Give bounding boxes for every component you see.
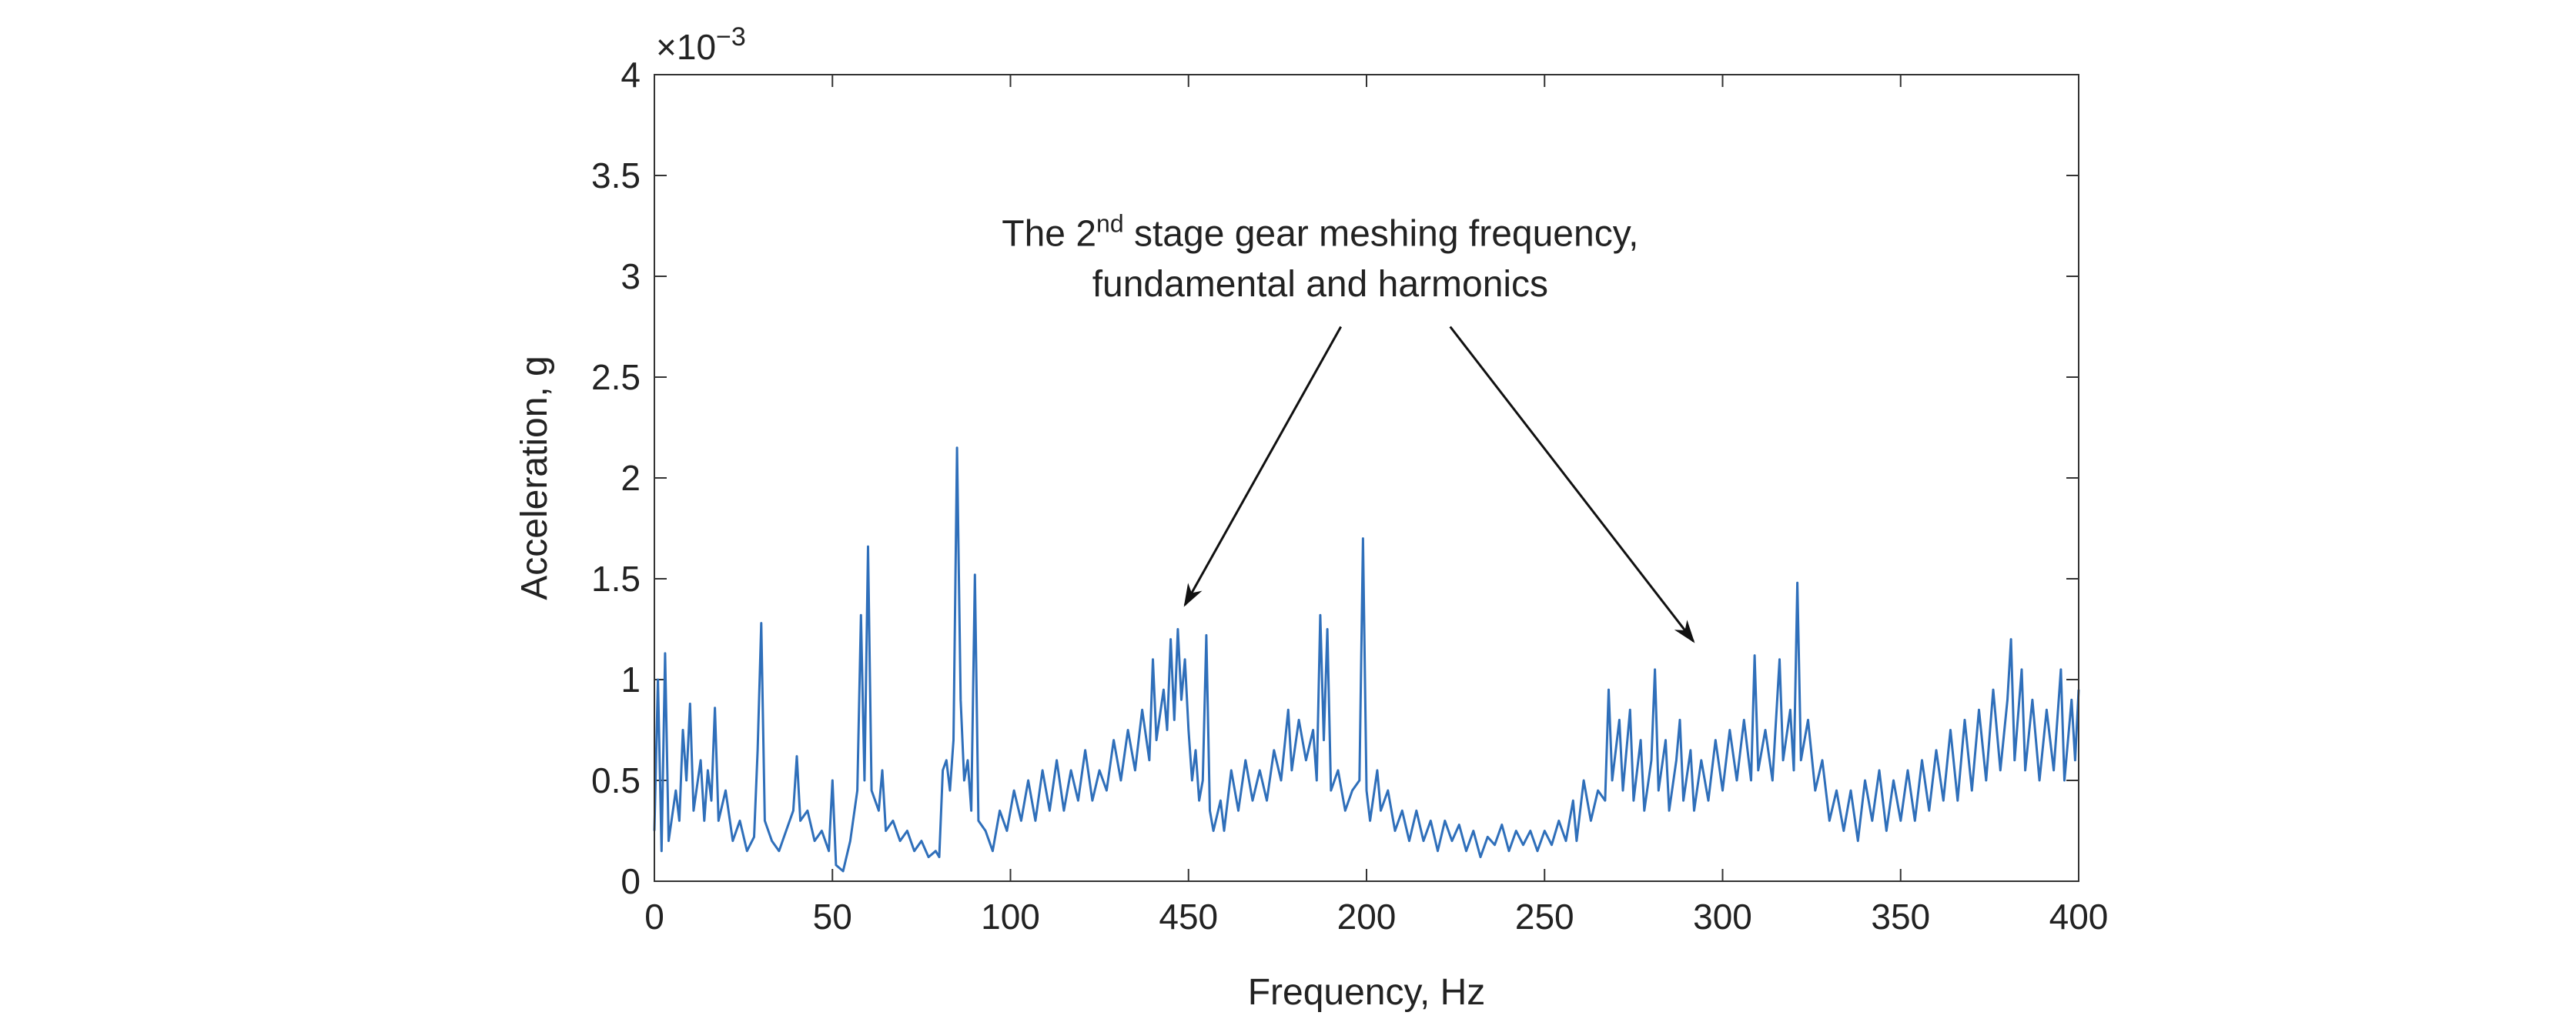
y-tick-label: 3.5 <box>591 155 641 195</box>
x-tick-label: 50 <box>813 897 852 937</box>
x-tick-label: 250 <box>1515 897 1574 937</box>
annotation-arrows <box>1183 326 1695 643</box>
x-tick-label: 350 <box>1871 897 1930 937</box>
x-tick-labels: 0 50 100 450 200 250 300 350 400 <box>644 897 2108 937</box>
y-tick-label: 2 <box>621 458 641 498</box>
annotation-line-1: The 2nd stage gear meshing frequency, <box>1002 210 1638 255</box>
plot-frame <box>654 74 2079 882</box>
y-tick-label: 2.5 <box>591 357 641 397</box>
x-tick-label: 400 <box>2049 897 2109 937</box>
y-tick-label: 0 <box>621 861 641 901</box>
y-tick-labels: 0 0.5 1 1.5 2 2.5 3 3.5 4 <box>591 55 641 901</box>
y-tick-label: 1.5 <box>591 559 641 599</box>
y-tick-label: 3 <box>621 256 641 296</box>
x-axis-label: Frequency, Hz <box>1248 972 1486 1013</box>
y-tick-label: 1 <box>621 660 641 700</box>
annotation-line-2: fundamental and harmonics <box>1092 264 1548 305</box>
spectrum-line <box>653 446 2080 873</box>
y-tick-label: 4 <box>621 55 641 95</box>
annotation-arrow <box>1183 326 1343 607</box>
y-multiplier-exponent: −3 <box>716 22 746 52</box>
annotation-arrow <box>1449 326 1695 643</box>
x-tick-label: 0 <box>644 897 664 937</box>
annotation-text-a: The 2 <box>1002 214 1096 255</box>
y-multiplier-label: ×10−3 <box>656 22 746 67</box>
y-tick-label: 0.5 <box>591 760 641 800</box>
x-tick-label: 450 <box>1159 897 1218 937</box>
x-tick-label: 300 <box>1693 897 1752 937</box>
annotation-text-b: stage gear meshing frequency, <box>1124 214 1639 255</box>
y-multiplier-base: ×10 <box>656 27 716 67</box>
y-axis-label: Acceleration, g <box>514 356 555 600</box>
annotation-superscript: nd <box>1096 210 1124 238</box>
x-tick-label: 100 <box>981 897 1040 937</box>
x-tick-label: 200 <box>1337 897 1397 937</box>
